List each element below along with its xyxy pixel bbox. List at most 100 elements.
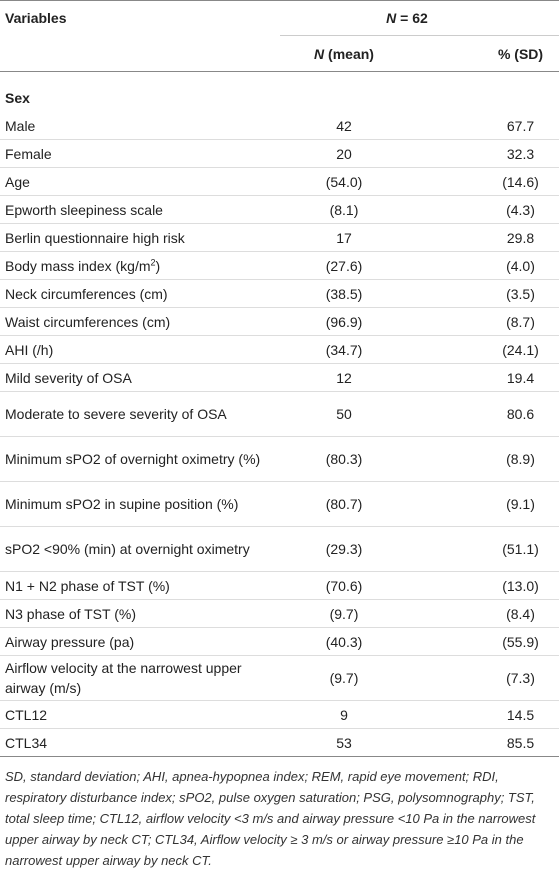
label-cell: Mild severity of OSA bbox=[0, 363, 280, 392]
label-cell: Berlin questionnaire high risk bbox=[0, 223, 280, 252]
pct-cell: 19.4 bbox=[408, 363, 559, 392]
table-row: Waist circumferences (cm) (96.9) (8.7) bbox=[0, 307, 559, 336]
n-cell: (9.7) bbox=[280, 599, 408, 628]
table-row: CTL34 53 85.5 bbox=[0, 728, 559, 757]
row-label: Neck circumferences (cm) bbox=[5, 285, 168, 302]
row-label: Age bbox=[5, 173, 30, 190]
table-body: Sex Male 42 67.7 Female 20 32.3 Age (54.0) (14.6)… bbox=[0, 72, 559, 757]
row-label: Airway pressure (pa) bbox=[5, 633, 135, 650]
n-cell: (70.6) bbox=[280, 571, 408, 600]
header-text: N bbox=[386, 10, 397, 26]
label-cell: Minimum sPO2 of overnight oximetry (%) bbox=[0, 436, 280, 482]
table-row: Airflow velocity at the narrowest upper … bbox=[0, 655, 559, 701]
row-label: Body mass index (kg/m bbox=[5, 257, 151, 274]
label-cell: Epworth sleepiness scale bbox=[0, 195, 280, 224]
n-cell: (9.7) bbox=[280, 655, 408, 701]
label-cell: CTL34 bbox=[0, 728, 280, 757]
pct-cell: 80.6 bbox=[408, 391, 559, 437]
header-cell: N (mean) bbox=[280, 35, 408, 72]
row-label: CTL12 bbox=[5, 706, 48, 723]
pct-cell: 14.5 bbox=[408, 700, 559, 729]
row-label: Moderate to severe severity of OSA bbox=[5, 406, 227, 422]
n-cell: 20 bbox=[280, 139, 408, 168]
label-cell: CTL12 bbox=[0, 700, 280, 729]
pct-cell: (8.9) bbox=[408, 436, 559, 482]
row-label: Berlin questionnaire high risk bbox=[5, 229, 185, 246]
label-cell: sPO2 <90% (min) at overnight oximetry bbox=[0, 526, 280, 572]
n-cell: (80.7) bbox=[280, 481, 408, 527]
table-row: Male 42 67.7 bbox=[0, 112, 559, 140]
pct-cell: (8.7) bbox=[408, 307, 559, 336]
label-cell: Male bbox=[0, 112, 280, 140]
label-cell: Moderate to severe severity of OSA bbox=[0, 391, 280, 437]
label-cell: Female bbox=[0, 139, 280, 168]
n-cell: 17 bbox=[280, 223, 408, 252]
label-cell: Waist circumferences (cm) bbox=[0, 307, 280, 336]
pct-cell: (51.1) bbox=[408, 526, 559, 572]
n-cell: (27.6) bbox=[280, 251, 408, 280]
label-cell: Body mass index (kg/m2) bbox=[0, 251, 280, 280]
label-cell: Age bbox=[0, 167, 280, 196]
pct-cell: 85.5 bbox=[408, 728, 559, 757]
row-label: Sex bbox=[5, 90, 30, 106]
n-cell: (40.3) bbox=[280, 627, 408, 656]
header-row: N (mean) % (SD) bbox=[0, 35, 559, 72]
header-cell: % (SD) bbox=[408, 35, 559, 72]
table-row: Sex bbox=[0, 72, 559, 113]
label-cell: AHI (/h) bbox=[0, 335, 280, 364]
row-label: Female bbox=[5, 145, 52, 162]
table-row: Epworth sleepiness scale (8.1) (4.3) bbox=[0, 195, 559, 224]
table-row: N1 + N2 phase of TST (%) (70.6) (13.0) bbox=[0, 571, 559, 600]
label-cell: Sex bbox=[0, 72, 280, 113]
header-cell bbox=[0, 35, 280, 72]
table-row: Moderate to severe severity of OSA 50 80.6 bbox=[0, 391, 559, 437]
header-text: = 62 bbox=[396, 10, 428, 26]
n-cell: (38.5) bbox=[280, 279, 408, 308]
header-text: (mean) bbox=[324, 45, 374, 62]
data-table: Variables N = 62 N (mean) % (SD) Sex Male… bbox=[0, 0, 559, 757]
label-cell: N3 phase of TST (%) bbox=[0, 599, 280, 628]
n-cell: 9 bbox=[280, 700, 408, 729]
header-row: Variables N = 62 bbox=[0, 0, 559, 36]
row-label: Mild severity of OSA bbox=[5, 369, 132, 386]
label-cell: Airflow velocity at the narrowest upper … bbox=[0, 655, 280, 701]
n-cell: (8.1) bbox=[280, 195, 408, 224]
pct-cell: (4.3) bbox=[408, 195, 559, 224]
label-cell: Neck circumferences (cm) bbox=[0, 279, 280, 308]
table-row: CTL12 9 14.5 bbox=[0, 700, 559, 729]
pct-cell: (13.0) bbox=[408, 571, 559, 600]
n-cell: 53 bbox=[280, 728, 408, 757]
pct-cell: (4.0) bbox=[408, 251, 559, 280]
n-cell: 50 bbox=[280, 391, 408, 437]
table-row: N3 phase of TST (%) (9.7) (8.4) bbox=[0, 599, 559, 628]
n-cell: (54.0) bbox=[280, 167, 408, 196]
header-text: N bbox=[314, 45, 325, 62]
table-row: AHI (/h) (34.7) (24.1) bbox=[0, 335, 559, 364]
row-label: Epworth sleepiness scale bbox=[5, 201, 163, 218]
row-label: sPO2 <90% (min) at overnight oximetry bbox=[5, 541, 250, 557]
pct-cell: (24.1) bbox=[408, 335, 559, 364]
pct-cell: (14.6) bbox=[408, 167, 559, 196]
row-label: N1 + N2 phase of TST (%) bbox=[5, 577, 170, 594]
n-cell: (29.3) bbox=[280, 526, 408, 572]
pct-cell: 67.7 bbox=[506, 117, 535, 134]
superscript: 2 bbox=[150, 256, 156, 267]
label-cell: Minimum sPO2 in supine position (%) bbox=[0, 481, 280, 527]
n-cell: 42 bbox=[336, 117, 352, 134]
pct-cell: (55.9) bbox=[408, 627, 559, 656]
row-label: Airflow velocity at the narrowest upper … bbox=[5, 660, 242, 696]
table-row: sPO2 <90% (min) at overnight oximetry (29… bbox=[0, 526, 559, 572]
pct-cell: (3.5) bbox=[408, 279, 559, 308]
header-cell: Variables bbox=[5, 10, 67, 27]
table-row: Mild severity of OSA 12 19.4 bbox=[0, 363, 559, 392]
row-label: N3 phase of TST (%) bbox=[5, 605, 136, 622]
row-label: Waist circumferences (cm) bbox=[5, 313, 171, 330]
pct-cell: 29.8 bbox=[408, 223, 559, 252]
row-label: CTL34 bbox=[5, 734, 48, 751]
row-label: Minimum sPO2 in supine position (%) bbox=[5, 496, 239, 512]
header-cell: N = 62 bbox=[280, 0, 559, 36]
table-row: Body mass index (kg/m2) (27.6) (4.0) bbox=[0, 251, 559, 280]
n-cell: (34.7) bbox=[280, 335, 408, 364]
pct-cell: (9.1) bbox=[408, 481, 559, 527]
